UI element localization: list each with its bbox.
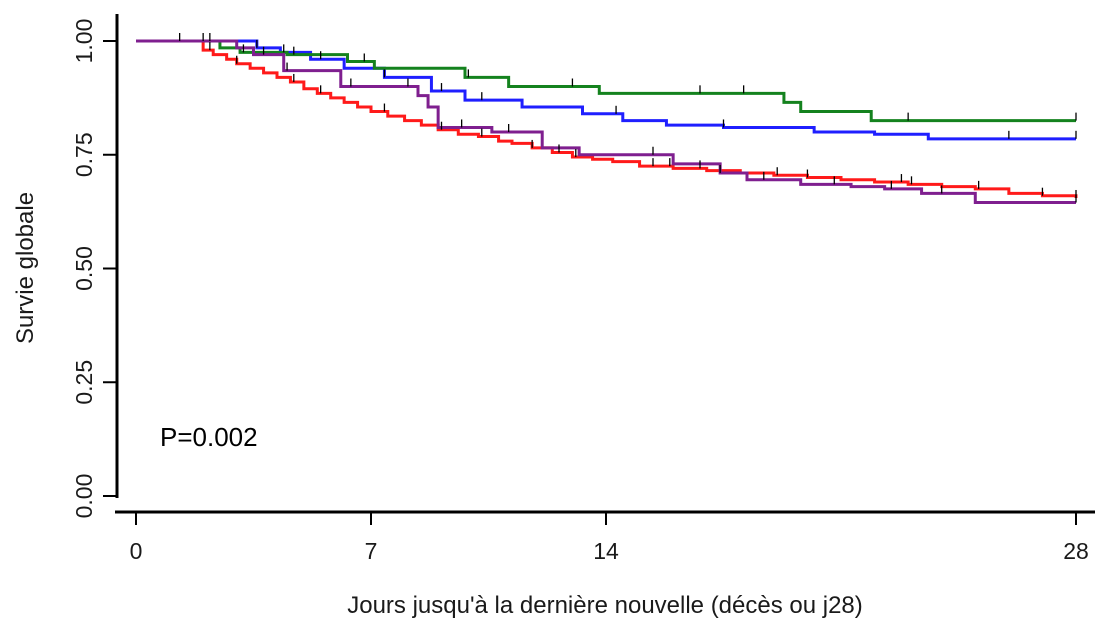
y-tick-label: 0.75 bbox=[71, 132, 97, 177]
curves-layer bbox=[136, 39, 1078, 205]
x-axis-title: Jours jusqu'à la dernière nouvelle (décè… bbox=[347, 592, 863, 619]
y-tick-label: 1.00 bbox=[71, 19, 97, 64]
y-tick-label: 0.00 bbox=[71, 474, 97, 519]
x-tick-label: 0 bbox=[130, 538, 143, 564]
x-tick-label: 7 bbox=[365, 538, 378, 564]
survival-curve-4 bbox=[136, 39, 1076, 205]
y-ticks-layer: 0.00 0.25 0.50 0.75 1.00 bbox=[71, 19, 117, 519]
y-tick-label: 0.25 bbox=[71, 360, 97, 405]
survival-curve-3 bbox=[136, 39, 1076, 123]
survival-curve-1 bbox=[136, 39, 1078, 198]
p-value-annotation: P=0.002 bbox=[160, 422, 258, 452]
axes-layer bbox=[115, 14, 1095, 514]
x-tick-label: 28 bbox=[1063, 538, 1089, 564]
y-axis-title: Survie globale bbox=[12, 192, 39, 344]
x-ticks-layer: 0 7 14 28 bbox=[130, 513, 1089, 564]
x-tick-label: 14 bbox=[593, 538, 619, 564]
y-tick-label: 0.50 bbox=[71, 246, 97, 291]
censor-marks-layer bbox=[178, 33, 1077, 203]
